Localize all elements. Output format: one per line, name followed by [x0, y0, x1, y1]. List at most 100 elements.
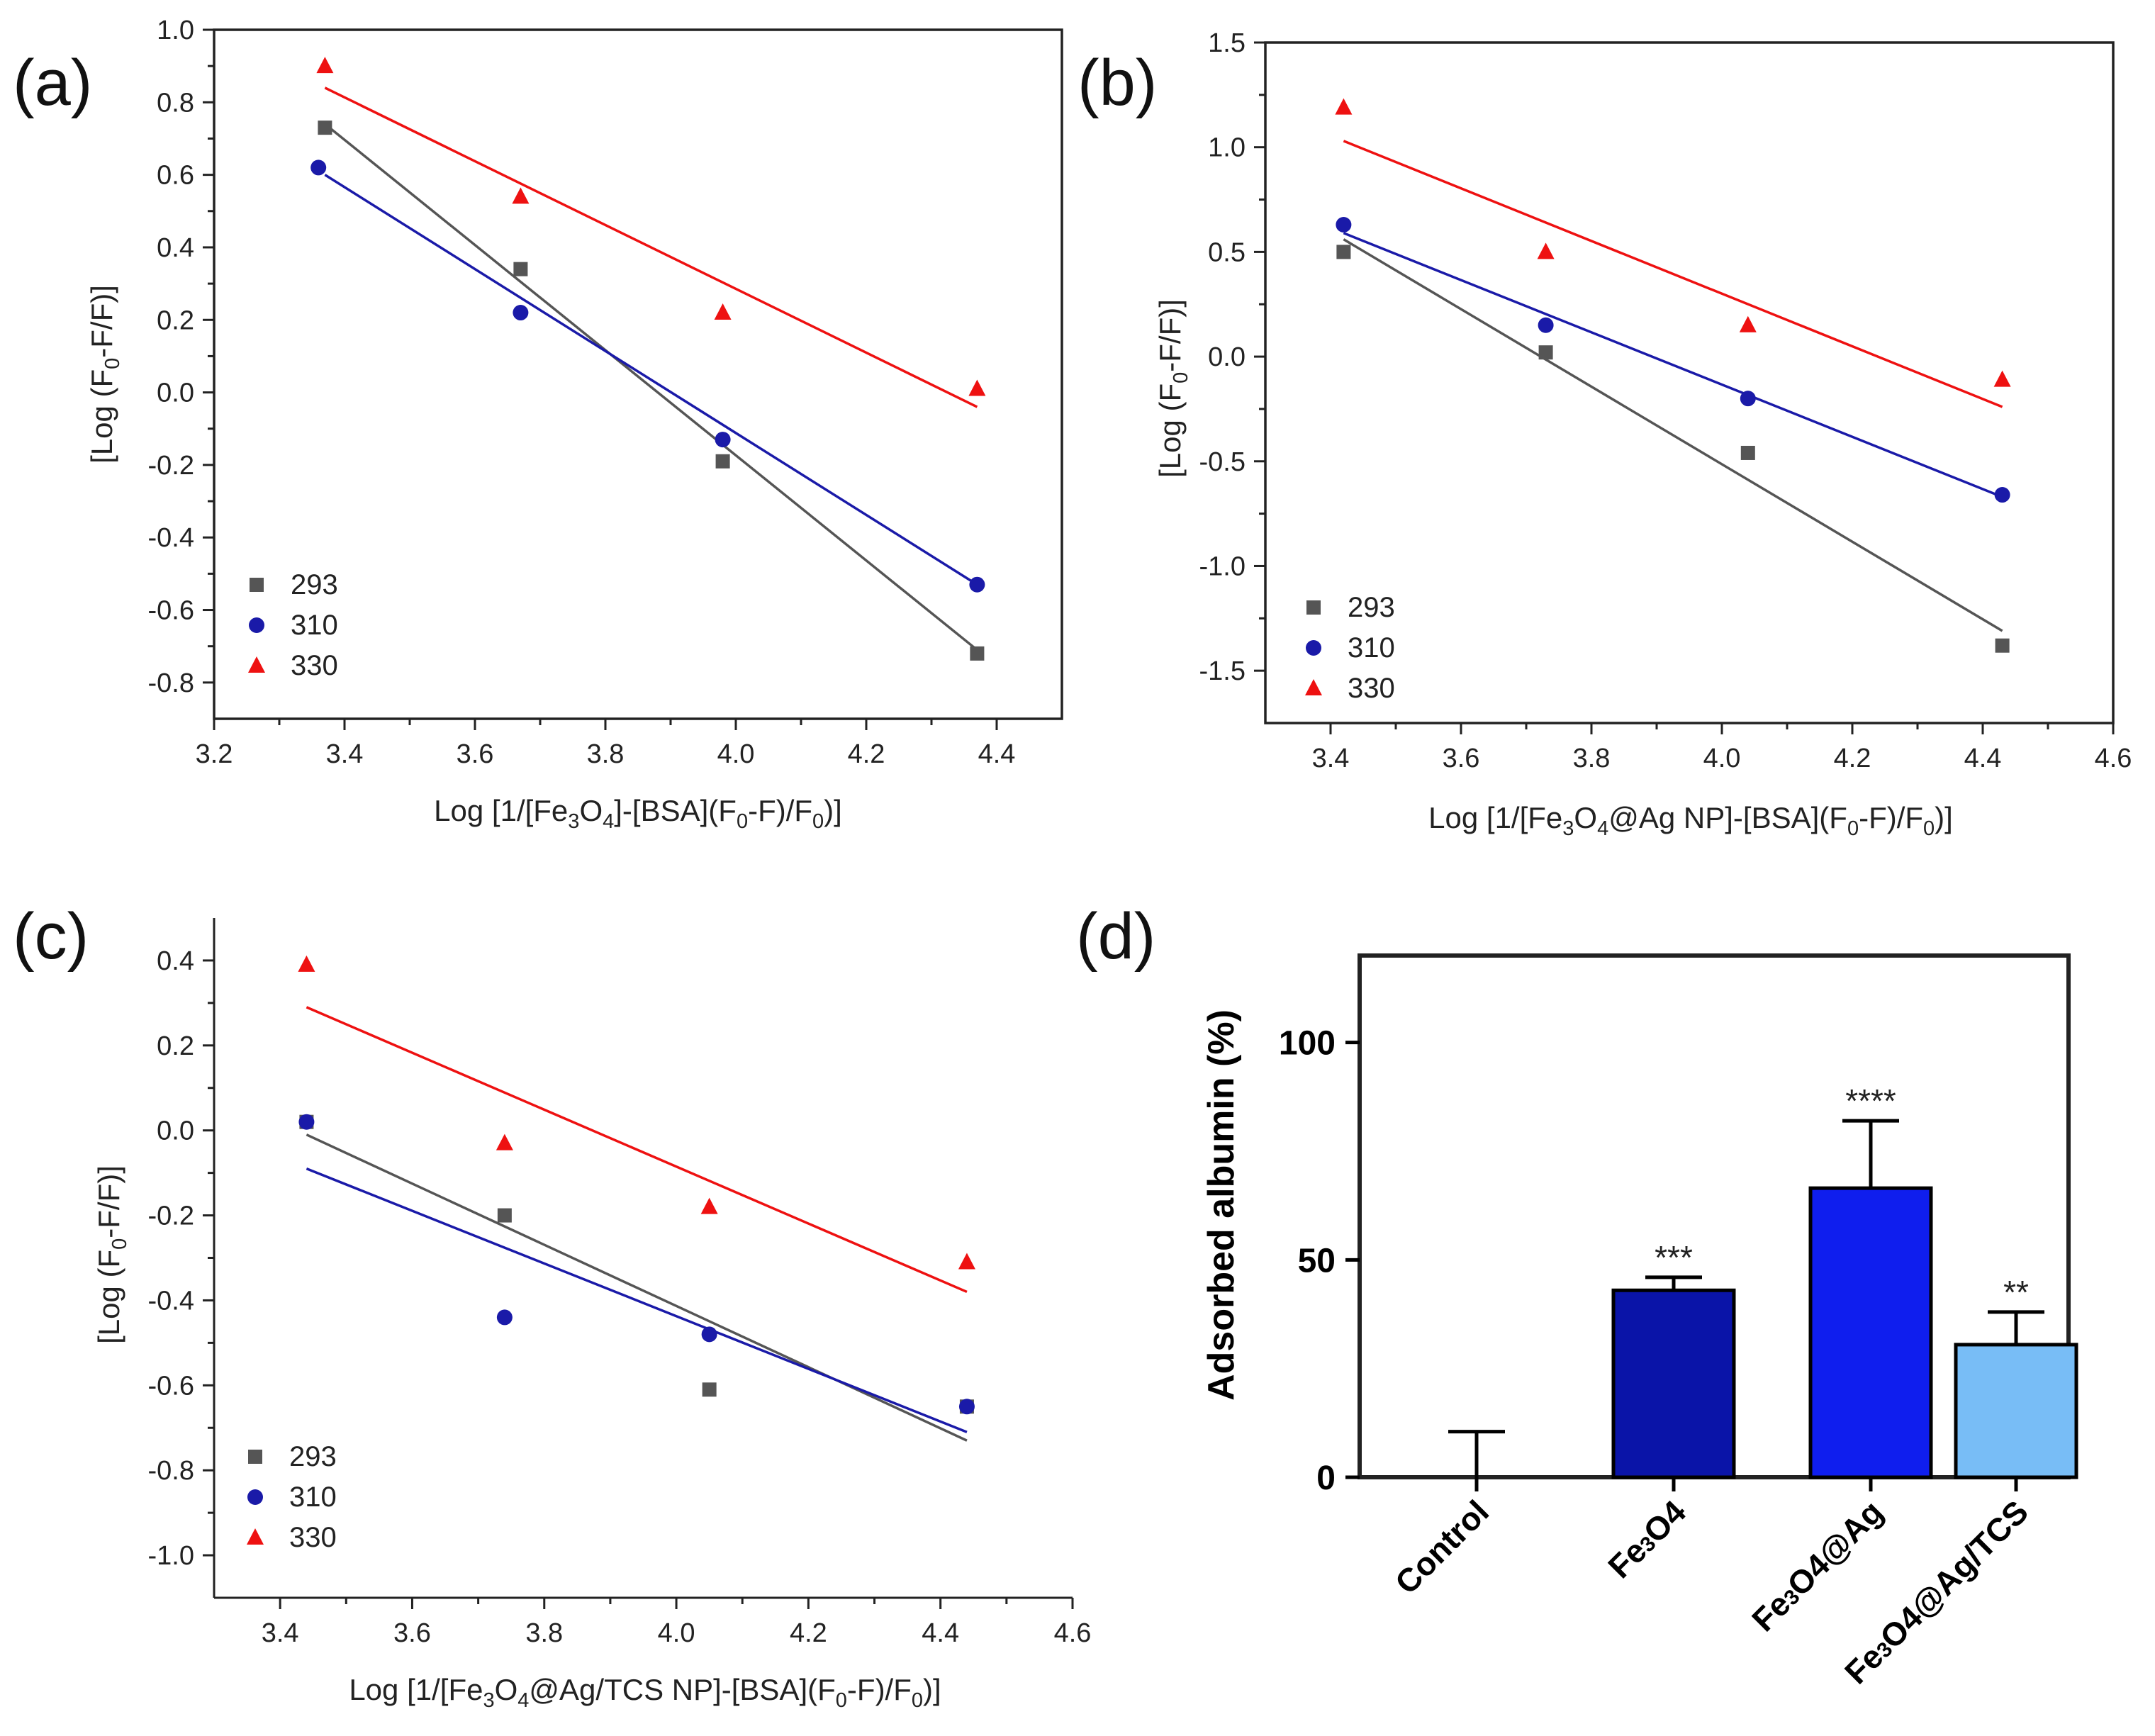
- x-axis-label-c: Log [1/[Fe3O4@Ag/TCS NP]-[BSA](F0-F)/F0)…: [349, 1673, 941, 1712]
- axes-b: [1264, 41, 2115, 724]
- fit-line-a-293: [324, 123, 978, 651]
- data-point-b-293-1: [1538, 345, 1553, 360]
- data-point-a-330-2: [714, 303, 732, 320]
- legend-label-b-293: 293: [1348, 592, 1395, 623]
- legend-label-c-293: 293: [289, 1441, 337, 1472]
- x-tick-label-a-0: 3.2: [196, 739, 233, 769]
- y-tick-label-d-2: 100: [1279, 1025, 1336, 1063]
- x-tick-label-a-6: 4.4: [978, 739, 1016, 769]
- data-point-a-330-3: [968, 379, 986, 396]
- y-tick-label-a-7: 0.6: [157, 161, 194, 191]
- fit-line-a-330: [324, 86, 978, 408]
- fit-line-b-330: [1343, 140, 2003, 408]
- axes-a: [213, 28, 1063, 720]
- data-point-b-310-3: [1994, 487, 2010, 503]
- y-tick-label-a-0: -0.8: [148, 668, 194, 698]
- y-axis-label-d: Adsorbed albumin (%): [1201, 1009, 1242, 1401]
- y-tick-label-a-6: 0.4: [157, 233, 194, 263]
- data-points-c: [298, 955, 975, 1415]
- data-point-a-330-0: [316, 57, 334, 74]
- y-tick-label-b-4: 0.5: [1208, 237, 1246, 267]
- data-point-c-330-2: [700, 1197, 718, 1214]
- data-point-a-293-2: [715, 454, 730, 469]
- legend-marker-a-293: [250, 578, 264, 592]
- data-point-b-330-0: [1335, 98, 1353, 115]
- legend-label-c-310: 310: [289, 1482, 337, 1513]
- data-point-c-310-0: [298, 1114, 315, 1130]
- category-label-Control: Control: [1388, 1493, 1496, 1601]
- y-tick-label-a-4: 0.0: [157, 379, 194, 408]
- fit-line-b-293: [1343, 238, 2003, 632]
- x-tick-label-c-5: 4.4: [922, 1618, 959, 1648]
- x-tick-label-a-4: 4.0: [717, 739, 755, 769]
- y-tick-label-c-1: -0.8: [148, 1456, 194, 1486]
- bar-Fe3O4@Ag/TCS: [1954, 1343, 2078, 1479]
- x-tick-label-c-2: 3.8: [525, 1618, 563, 1648]
- y-tick-label-a-3: -0.2: [148, 451, 194, 481]
- legend-c: 293 310 330: [247, 1441, 337, 1553]
- fit-lines-c: [306, 1006, 968, 1442]
- legend-a: 293 310 330: [248, 569, 338, 681]
- y-axis-label-b: [Log (F0-F/F)]: [1153, 299, 1192, 478]
- bar-Fe3O4@Ag: [1808, 1186, 1933, 1479]
- y-ticks-d: 0 50 100: [1279, 1025, 1360, 1497]
- data-point-b-293-3: [1995, 638, 2010, 653]
- panel-a: (a) 3.2 3.4 3.6 3.8 4.0 4.2 4.4 -0.8-0.6-0.4-0…: [13, 16, 1063, 833]
- panel-label-b: (b): [1078, 47, 1157, 119]
- legend-marker-c-293: [248, 1450, 262, 1464]
- data-point-c-293-1: [497, 1208, 512, 1223]
- significance-Fe3O4@Ag/TCS: **: [2003, 1274, 2029, 1311]
- legend-marker-a-330: [248, 656, 265, 673]
- x-tick-label-c-0: 3.4: [262, 1618, 299, 1648]
- fit-line-c-293: [306, 1133, 968, 1442]
- legend-marker-c-330: [247, 1528, 264, 1545]
- x-ticks-c: 3.4 3.6 3.8 4.0 4.2 4.4 4.6: [262, 1598, 1091, 1648]
- x-ticks-a: 3.2 3.4 3.6 3.8 4.0 4.2 4.4: [196, 719, 1016, 769]
- panel-label-c: (c): [13, 900, 89, 973]
- legend-label-b-310: 310: [1348, 632, 1395, 663]
- y-tick-label-a-1: -0.6: [148, 596, 194, 626]
- significance-Fe3O4@Ag: ****: [1845, 1082, 1896, 1119]
- panel-label-d: (d): [1076, 900, 1155, 973]
- x-tick-label-b-5: 4.4: [1964, 744, 2002, 773]
- y-tick-label-a-8: 0.8: [157, 88, 194, 118]
- y-tick-label-a-5: 0.2: [157, 306, 194, 335]
- y-tick-label-c-6: 0.2: [157, 1031, 194, 1061]
- fit-line-c-310: [306, 1167, 968, 1433]
- x-tick-label-a-1: 3.4: [326, 739, 364, 769]
- y-ticks-a: -0.8 -0.6 -0.4 -0.2 0.0 0.2 0.4 0.6 0.8 1.0: [148, 16, 214, 698]
- legend-b: 293 310 330: [1305, 592, 1395, 704]
- y-axis-label-a: [Log (F0-F/F)]: [85, 285, 124, 464]
- data-point-a-293-1: [513, 262, 528, 276]
- data-point-b-310-1: [1538, 317, 1554, 333]
- legend-label-c-330: 330: [289, 1522, 337, 1553]
- y-tick-label-b-1: -1.0: [1199, 551, 1246, 581]
- x-tick-label-b-6: 4.6: [2095, 744, 2132, 773]
- data-point-b-310-0: [1336, 216, 1352, 233]
- y-tick-label-c-4: -0.2: [148, 1202, 194, 1231]
- bar-Fe3O4: [1611, 1288, 1736, 1479]
- x-tick-label-b-1: 3.6: [1443, 744, 1480, 773]
- y-axis-label-c: [Log (F0-F/F)]: [92, 1165, 131, 1344]
- x-tick-label-c-3: 4.0: [658, 1618, 695, 1648]
- x-axis-label-b: Log [1/[Fe3O4@Ag NP]-[BSA](F0-F)/F0)]: [1428, 801, 1953, 840]
- data-point-c-310-1: [496, 1309, 513, 1326]
- fit-line-c-330: [306, 1006, 968, 1294]
- x-ticks-b: 3.4 3.6 3.8 4.0 4.2 4.4 4.6: [1312, 723, 2132, 773]
- panel-label-a: (a): [13, 47, 92, 119]
- fit-lines-a: [324, 86, 978, 651]
- y-tick-label-b-2: -0.5: [1199, 447, 1246, 477]
- y-tick-label-b-3: 0.0: [1208, 342, 1246, 372]
- y-tick-label-d-0: 0: [1316, 1460, 1336, 1497]
- x-tick-label-a-3: 3.8: [587, 739, 625, 769]
- data-point-a-310-3: [969, 576, 985, 593]
- legend-marker-a-310: [249, 617, 264, 633]
- data-point-b-330-1: [1537, 242, 1555, 259]
- data-point-c-330-0: [298, 955, 315, 972]
- data-point-a-293-3: [970, 646, 985, 661]
- data-point-c-310-3: [958, 1399, 975, 1415]
- x-tick-label-a-2: 3.6: [457, 739, 494, 769]
- y-tick-label-c-0: -1.0: [148, 1541, 194, 1571]
- data-point-b-330-3: [1993, 370, 2011, 387]
